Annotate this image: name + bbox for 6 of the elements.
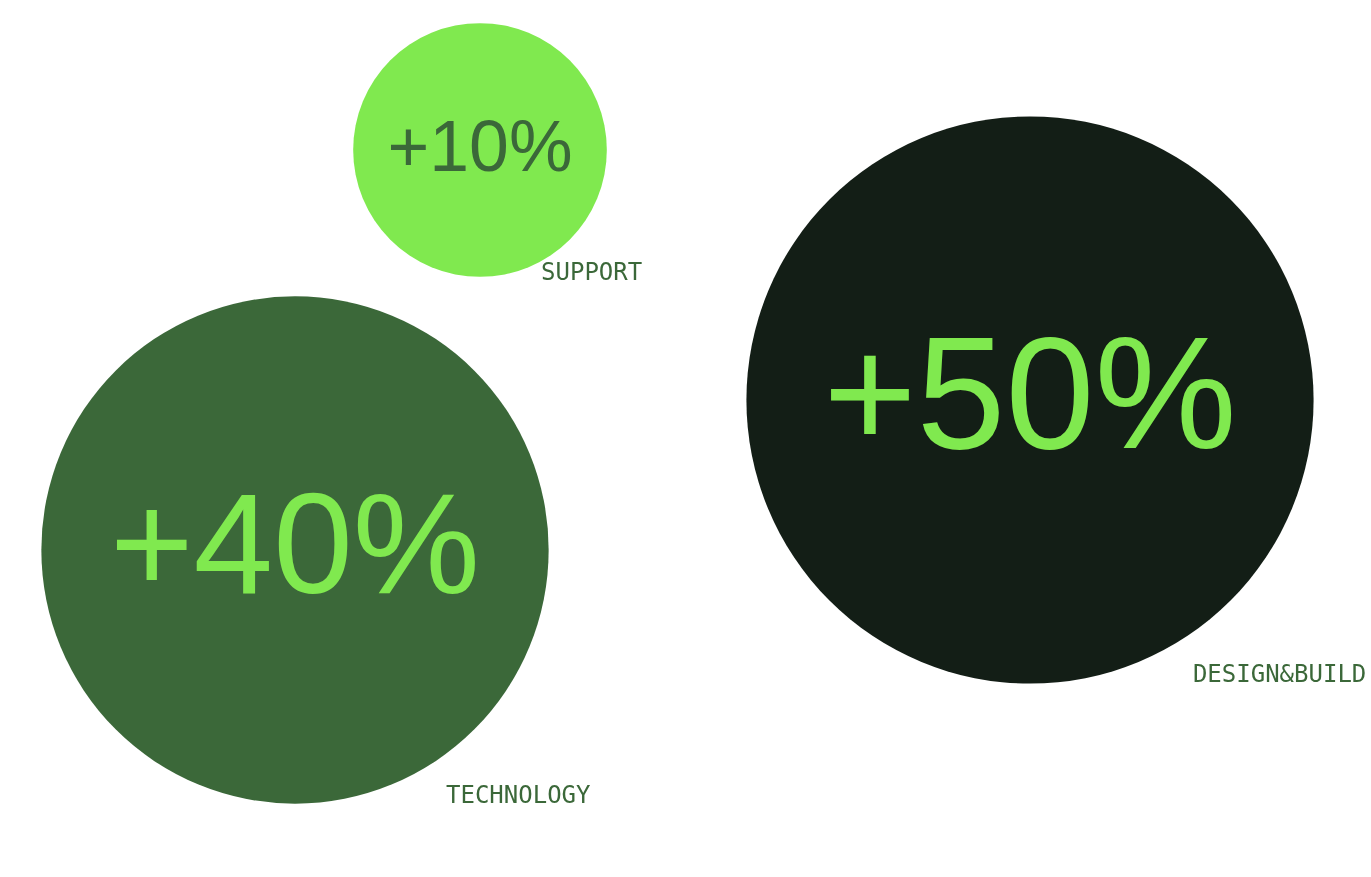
data-label: +10% (387, 106, 573, 186)
category-label: TECHNOLOGY (446, 781, 592, 810)
data-label: +40% (110, 463, 480, 623)
category-label: DESIGN&BUILD (1192, 660, 1367, 689)
data-label: +50% (823, 303, 1237, 482)
category-label: SUPPORT (541, 258, 643, 287)
